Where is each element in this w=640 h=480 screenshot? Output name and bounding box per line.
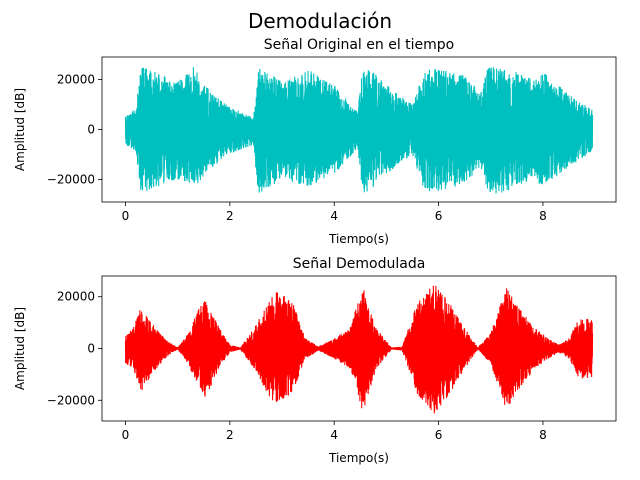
y-axis-label: Amplitud [dB]	[13, 307, 27, 390]
x-tick-label: 0	[122, 428, 130, 442]
x-tick-label: 2	[226, 428, 234, 442]
subplot-2: Señal Demodulada 0 2 4 6 8 −20000 0 20000 Tiempo(…	[13, 256, 617, 465]
x-axis-label: Tiempo(s)	[328, 232, 389, 246]
x-tick-label: 4	[330, 428, 338, 442]
y-tick-label: −20000	[47, 393, 95, 407]
x-tick-label: 4	[330, 209, 338, 223]
plots-container: Señal Original en el tiempo 0 2 4 6 8 −20000 0 2…	[13, 37, 617, 465]
subplot-1: Señal Original en el tiempo 0 2 4 6 8 −20000 0 2…	[13, 37, 617, 246]
y-tick-label: 0	[87, 123, 95, 137]
x-tick-label: 8	[539, 428, 547, 442]
x-tick-label: 6	[435, 209, 443, 223]
signal-series-2	[124, 285, 594, 414]
subplot-title: Señal Demodulada	[293, 256, 426, 272]
y-tick-label: 0	[87, 342, 95, 356]
signal-series-1	[124, 67, 594, 194]
x-tick-label: 8	[539, 209, 547, 223]
x-tick-label: 0	[122, 209, 130, 223]
x-tick-label: 6	[435, 428, 443, 442]
y-tick-label: 20000	[57, 290, 95, 304]
y-tick-label: 20000	[57, 73, 95, 87]
y-axis-label: Amplitud [dB]	[13, 88, 27, 171]
x-tick-label: 2	[226, 209, 234, 223]
x-axis-label: Tiempo(s)	[328, 451, 389, 465]
y-tick-label: −20000	[47, 173, 95, 187]
figure-title: Demodulación	[248, 9, 392, 33]
subplot-title: Señal Original en el tiempo	[264, 37, 455, 53]
